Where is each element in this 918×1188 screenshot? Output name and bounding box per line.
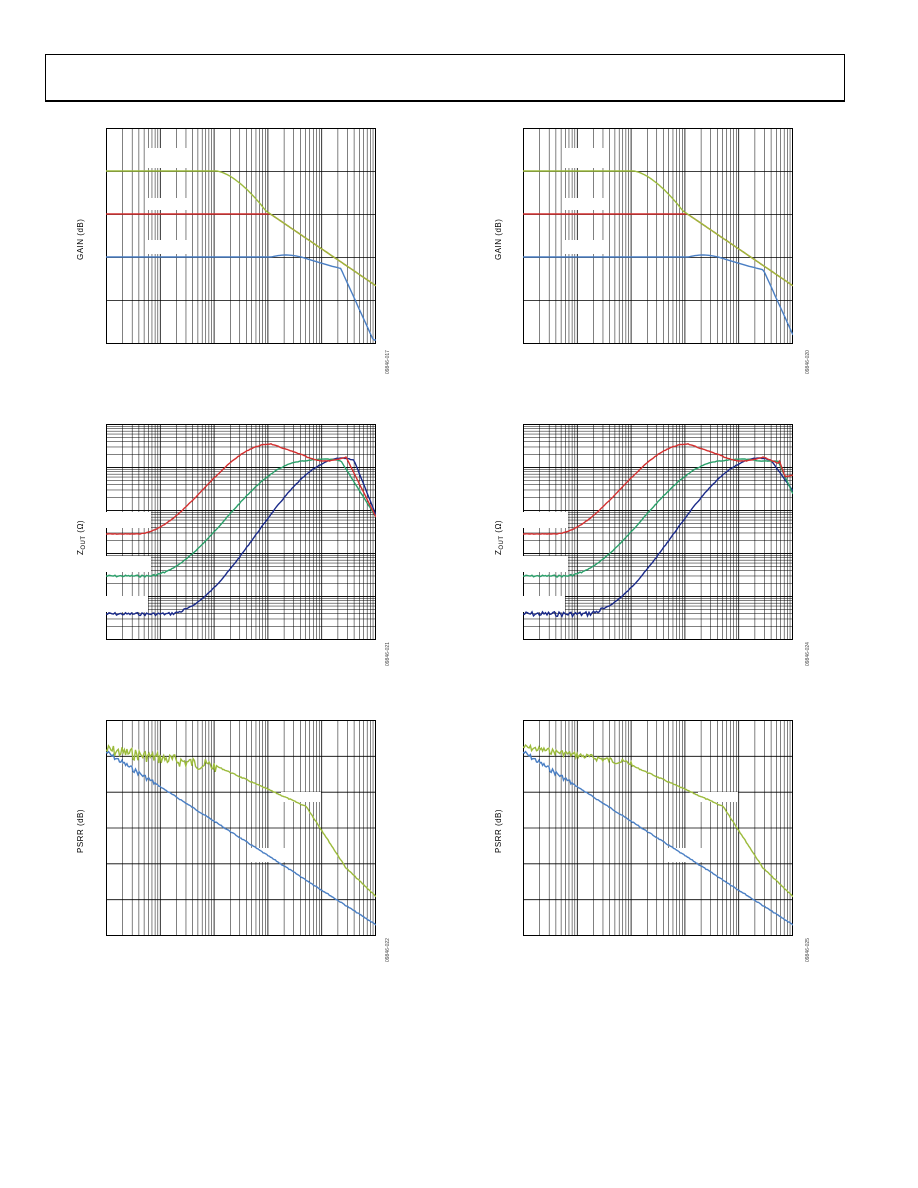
gain-left-plot [106,128,376,344]
gain-left-figure-id: 09846-017 [385,350,391,374]
legend-label-box [106,512,151,528]
psrr-right-plot [523,720,793,936]
legend-label-box [106,556,151,572]
psrr-left-ylabel: PSRR (dB) [76,808,85,853]
series-line-blue [106,750,376,926]
legend-label-box [251,848,293,862]
zout-left-figure-id: 09846-021 [385,642,391,666]
gain-left-ylabel: GAIN (dB) [76,218,85,260]
legend-label-box [523,556,568,572]
legend-label-box [146,148,191,168]
gain-right-ylabel: GAIN (dB) [494,218,503,260]
series-line-green [106,170,376,287]
zout-left-ylabel: ZOUT (Ω) [76,519,87,555]
legend-label-box [146,198,191,210]
zout-right-ylabel: ZOUT (Ω) [494,519,505,555]
zout-right-chart [523,424,793,640]
legend-label-box [563,198,608,210]
legend-label-box [106,596,148,612]
series-line-green [523,743,793,898]
psrr-right-ylabel: PSRR (dB) [494,808,503,853]
psrr-right-figure-id: 09846-025 [805,938,811,962]
psrr-left-chart [106,720,376,936]
legend-label-box [698,792,738,802]
legend-label-box [563,148,608,168]
zout-left-plot [106,424,376,640]
legend-label-box [563,240,608,254]
legend-label-box [146,240,191,254]
zout-right-figure-id: 09846-024 [805,642,811,666]
legend-label-box [668,848,710,862]
series-line-green [106,458,376,578]
gain-left-chart [106,128,376,344]
series-line-red [523,443,793,535]
page-header-box [45,54,845,102]
gain-right-plot [523,128,793,344]
legend-label-box [523,596,565,612]
zout-left-chart [106,424,376,640]
series-line-blue [106,254,376,341]
zout-right-plot [523,424,793,640]
series-line-blue [523,254,793,336]
psrr-left-figure-id: 09846-022 [385,938,391,962]
legend-label-box [281,792,321,802]
series-line-green [523,458,793,578]
gain-right-figure-id: 09846-020 [805,350,811,374]
legend-label-box [523,512,568,528]
series-line-red [106,443,376,535]
gain-right-chart [523,128,793,344]
series-line-blue [523,750,793,926]
psrr-right-chart [523,720,793,936]
series-line-green [523,170,793,287]
psrr-left-plot [106,720,376,936]
series-line-green [106,744,376,898]
